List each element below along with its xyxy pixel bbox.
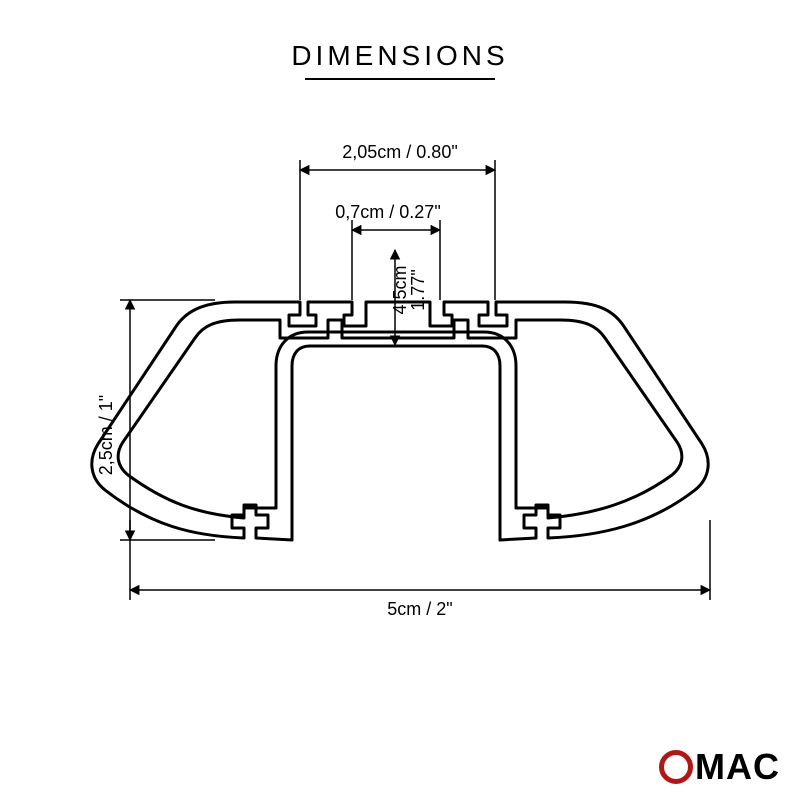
dimension-drawing: 5cm / 2" 2,5cm / 1" 2,05cm / 0.80" 0,7cm…: [0, 0, 800, 800]
dim-slot-depth-a: 4,5cm: [390, 265, 410, 314]
dim-slot-depth-b: 1.77": [408, 269, 428, 310]
profile-cross-section: [92, 302, 708, 540]
dim-total-width: 5cm / 2": [387, 599, 452, 619]
brand-text: MAC: [695, 746, 780, 788]
brand-logo: MAC: [659, 746, 780, 788]
brand-o-icon: [659, 750, 693, 784]
dim-total-height: 2,5cm / 1": [96, 395, 116, 475]
dim-top-inner: 0,7cm / 0.27": [335, 202, 440, 222]
dim-top-outer: 2,05cm / 0.80": [342, 142, 457, 162]
